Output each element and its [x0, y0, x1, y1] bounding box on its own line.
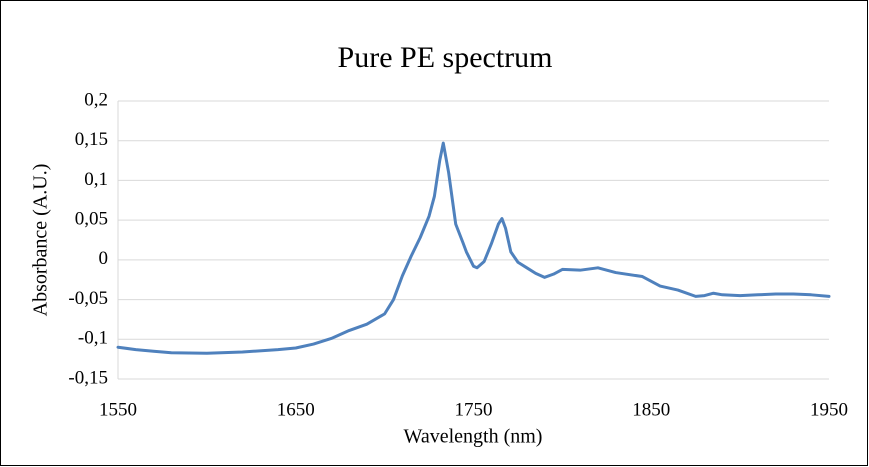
x-axis-label: Wavelength (nm): [404, 426, 543, 448]
x-tick-label: 1650: [277, 399, 315, 420]
y-tick-label: 0,15: [75, 129, 108, 150]
data-line: [116, 141, 831, 355]
chart-title: Pure PE spectrum: [338, 41, 553, 74]
y-tick-label: 0,1: [84, 169, 108, 190]
y-tick-label: -0,05: [68, 288, 108, 309]
y-tick-label: 0,05: [75, 209, 108, 230]
x-tick-label: 1550: [99, 399, 137, 420]
x-tick-label: 1850: [632, 399, 670, 420]
y-tick-label: 0: [99, 248, 109, 269]
x-tick-label: 1950: [810, 399, 848, 420]
y-axis-label: Absorbance (A.U.): [30, 164, 52, 317]
x-tick-label: 1750: [455, 399, 493, 420]
y-tick-label: -0,1: [78, 328, 108, 349]
y-tick-label: -0,15: [68, 367, 108, 388]
y-tick-label: 0,2: [84, 89, 108, 110]
